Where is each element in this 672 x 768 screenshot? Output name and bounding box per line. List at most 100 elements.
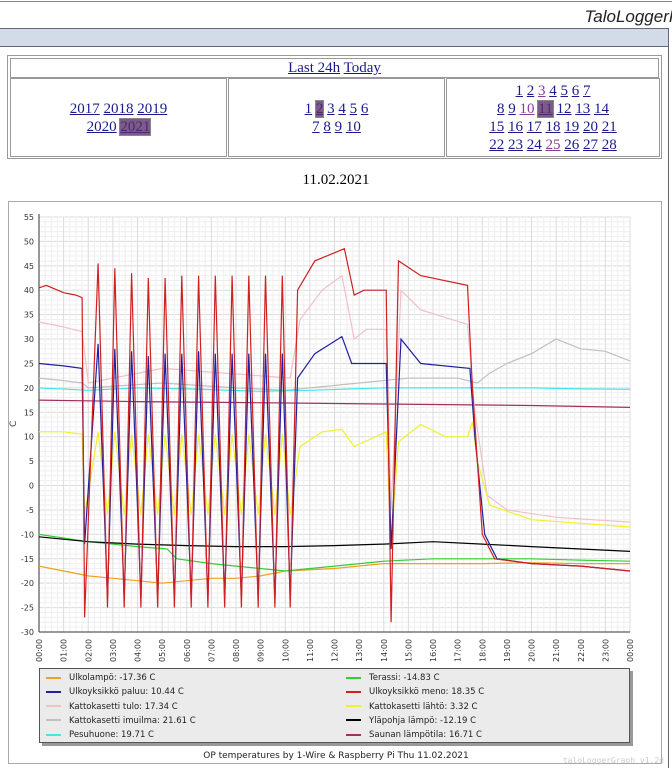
legend-swatch	[46, 676, 61, 679]
legend-label: Ulkoyksikkö paluu: 10.44 C	[69, 687, 184, 698]
year-link[interactable]: 2018	[103, 100, 134, 117]
day-link[interactable]: 16	[508, 118, 523, 135]
day-link[interactable]: 11	[537, 99, 554, 118]
legend-item: Ulkolampö: -17.36 C	[40, 671, 155, 685]
day-link[interactable]: 25	[545, 136, 561, 153]
day-link[interactable]: 20	[583, 118, 598, 135]
day-link[interactable]: 5	[560, 82, 569, 99]
series-line	[38, 536, 631, 552]
x-tick-label: 08:00	[232, 639, 241, 662]
day-link[interactable]: 1	[515, 82, 524, 99]
legend-label: Ulkolampö: -17.36 C	[69, 673, 156, 683]
series-line	[38, 247, 631, 623]
year-link[interactable]: 2020	[86, 118, 117, 135]
y-tick-label: -15	[21, 555, 34, 564]
y-tick-label: 25	[24, 359, 34, 368]
x-tick-label: 00:00	[35, 639, 44, 662]
day-link[interactable]: 3	[538, 82, 546, 99]
day-link[interactable]: 6	[571, 82, 580, 99]
last-24h-link[interactable]: Last 24h	[288, 60, 341, 76]
month-link[interactable]: 5	[349, 100, 358, 117]
legend-swatch	[346, 676, 361, 679]
legend-item: Pesuhuone: 19.71 C	[40, 728, 154, 742]
x-tick-label: 21:00	[552, 639, 561, 662]
day-link[interactable]: 7	[583, 82, 591, 99]
day-link[interactable]: 19	[564, 118, 580, 135]
day-link[interactable]: 8	[497, 100, 505, 117]
day-link[interactable]: 23	[508, 136, 523, 153]
day-link[interactable]: 2	[526, 82, 535, 99]
day-link[interactable]: 15	[489, 118, 505, 135]
top-border	[0, 1, 672, 2]
day-link[interactable]: 26	[564, 136, 580, 153]
y-tick-label: 15	[24, 408, 34, 417]
legend-item: Ulkoyksikkö meno: 18.35 C	[340, 685, 484, 699]
date-heading: 11.02.2021	[302, 172, 370, 188]
month-link[interactable]: 10	[345, 118, 361, 135]
x-tick-label: 23:00	[601, 639, 610, 662]
x-tick-label: 01:00	[60, 639, 69, 662]
year-link[interactable]: 2019	[137, 100, 168, 117]
legend-label: Kattokasetti tulo: 17.34 C	[69, 701, 178, 712]
x-tick-label: 07:00	[207, 639, 216, 662]
x-tick-label: 19:00	[503, 639, 512, 662]
day-link[interactable]: 27	[583, 136, 598, 153]
legend-item: Kattokasetti lähtö: 3.32 C	[340, 700, 478, 714]
month-link[interactable]: 6	[360, 100, 369, 117]
month-link[interactable]: 1	[304, 100, 313, 117]
legend-swatch	[46, 705, 61, 708]
day-link[interactable]: 24	[526, 136, 542, 153]
date-navigation: Last 24h Today 2017 2018 2019 2020 2021 …	[7, 55, 662, 159]
legend-item: Kattokasetti imuilma: 21.61 C	[40, 714, 196, 728]
day-link[interactable]: 28	[601, 136, 617, 153]
right-border	[668, 45, 669, 768]
quick-links: Last 24h Today	[10, 58, 659, 78]
x-tick-label: 04:00	[134, 639, 143, 662]
month-link[interactable]: 7	[312, 118, 320, 135]
legend-label: Ulkoyksikkö meno: 18.35 C	[369, 687, 485, 698]
y-axis-label: C	[9, 421, 19, 427]
legend-item: Yläpohja lämpö: -12.19 C	[340, 714, 476, 728]
day-link[interactable]: 10	[519, 100, 535, 117]
legend-label: Terassi: -14.83 C	[369, 673, 440, 683]
legend-swatch	[46, 733, 61, 736]
y-tick-label: -10	[21, 530, 34, 539]
y-tick-label: -25	[21, 604, 34, 613]
legend-label: Pesuhuone: 19.71 C	[69, 730, 154, 741]
day-link[interactable]: 13	[575, 100, 591, 117]
month-link[interactable]: 8	[323, 118, 331, 135]
watermark: taloLoggerGraph v1.2d	[562, 756, 664, 765]
x-tick-label: 15:00	[404, 639, 413, 662]
day-link[interactable]: 9	[508, 100, 516, 117]
series-line	[38, 562, 630, 584]
today-link[interactable]: Today	[343, 60, 381, 76]
chart-title: OP temperatures by 1-Wire & Raspberry Pi…	[203, 751, 469, 761]
x-tick-label: 12:00	[331, 639, 340, 662]
x-tick-label: 02:00	[84, 639, 93, 662]
day-link[interactable]: 18	[545, 118, 561, 135]
legend-swatch	[346, 733, 361, 736]
x-tick-label: 03:00	[109, 639, 118, 662]
series-line	[38, 399, 631, 408]
day-link[interactable]: 12	[556, 100, 572, 117]
legend-swatch	[346, 719, 361, 722]
year-link[interactable]: 2017	[69, 100, 100, 117]
x-tick-label: 11:00	[306, 639, 315, 662]
day-link[interactable]: 17	[526, 118, 542, 135]
month-link[interactable]: 3	[327, 100, 335, 117]
day-link[interactable]: 22	[489, 136, 505, 153]
x-tick-label: 10:00	[281, 639, 290, 662]
x-tick-label: 20:00	[528, 639, 537, 662]
month-link[interactable]: 9	[334, 118, 343, 135]
month-link[interactable]: 2	[314, 99, 325, 118]
day-link[interactable]: 21	[601, 118, 617, 135]
day-link[interactable]: 14	[593, 100, 609, 117]
month-link[interactable]: 4	[338, 100, 346, 117]
y-tick-label: 50	[24, 237, 34, 246]
year-selector: 2017 2018 2019 2020 2021	[10, 78, 227, 157]
day-link[interactable]: 4	[549, 82, 557, 99]
x-tick-label: 09:00	[257, 639, 266, 662]
y-tick-label: 5	[29, 457, 34, 466]
year-link[interactable]: 2021	[119, 117, 152, 136]
